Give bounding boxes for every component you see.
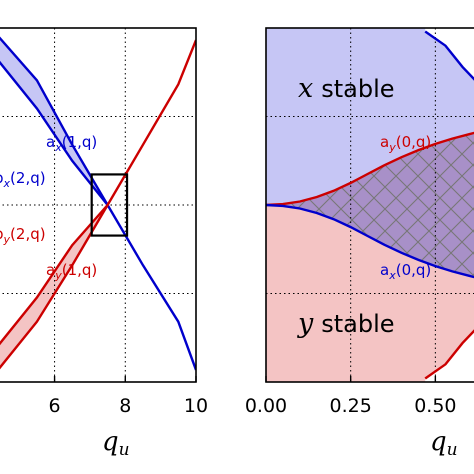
overlap-hatch — [266, 132, 474, 278]
highlight-box — [90, 173, 129, 237]
left-series-line-3 — [0, 204, 109, 346]
right-series-line-ay0 — [266, 131, 474, 207]
label-ax1: ax(1,q) — [46, 133, 97, 154]
right-plot-area — [266, 28, 474, 382]
left-series-line-1 — [0, 60, 109, 206]
right-axes-frame — [265, 27, 474, 383]
left-panel: 6 8 10 ax(1,q) bx(2,q) by(2,q) ay(1,q) qu — [0, 27, 208, 460]
right-upper-boundary — [424, 30, 474, 81]
left-blue-band — [0, 38, 108, 205]
left-axes-frame — [0, 27, 197, 383]
right-series — [266, 30, 474, 380]
left-x-tick-label: 6 — [49, 395, 61, 417]
x-stable-label: x stable — [298, 73, 395, 104]
right-grid — [266, 28, 474, 382]
label-ay1: ay(1,q) — [46, 261, 97, 282]
unstable-bottom-region — [425, 331, 474, 382]
right-x-axis-label: qu — [430, 427, 458, 460]
left-x-tick-label: 8 — [119, 395, 131, 417]
unstable-top-region — [425, 28, 474, 79]
left-x-ticks: 6 8 10 — [49, 376, 208, 417]
label-bx2: bx(2,q) — [0, 169, 46, 190]
right-x-tick-label: 0.50 — [414, 395, 456, 417]
left-plot-area — [0, 28, 196, 382]
right-lower-boundary — [424, 329, 474, 380]
left-x-tick-label: 10 — [184, 395, 208, 417]
label-by2: by(2,q) — [0, 225, 46, 246]
y-stable-label: y stable — [297, 308, 395, 339]
right-series-line-ax0 — [266, 203, 474, 279]
left-grid — [0, 28, 196, 382]
left-x-axis-label: qu — [102, 427, 130, 460]
label-ax0: ax(0,q) — [380, 261, 431, 282]
left-series — [0, 36, 196, 371]
label-ay0: ay(0,q) — [380, 133, 431, 154]
right-x-tick-label: 0.25 — [330, 395, 372, 417]
right-x-tick-label: 0.00 — [245, 395, 287, 417]
right-x-ticks: 0.00 0.25 0.50 — [245, 376, 457, 417]
left-red-band — [0, 205, 108, 368]
right-panel: 0.00 0.25 0.50 x stable y stable ay(0,q) ax(… — [245, 27, 474, 460]
